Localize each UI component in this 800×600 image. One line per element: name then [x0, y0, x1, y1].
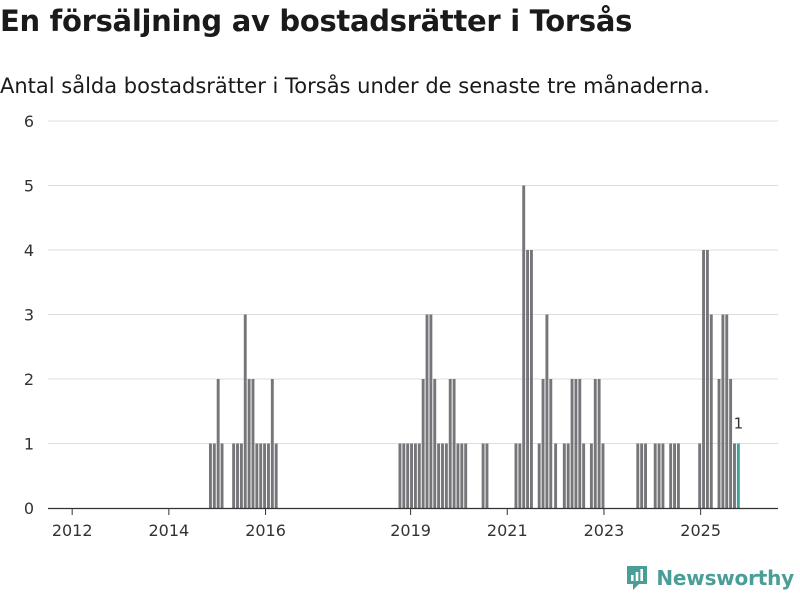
bar	[267, 443, 270, 508]
bar	[263, 443, 267, 508]
bar	[444, 443, 448, 508]
bar	[216, 379, 220, 508]
bar	[518, 443, 522, 508]
x-tick-label: 2021	[487, 521, 528, 540]
bar	[239, 443, 243, 508]
bar	[448, 379, 452, 508]
bar	[274, 443, 278, 508]
chart-title: En försäljning av bostadsrätter i Torsås	[0, 4, 633, 38]
bar	[485, 443, 489, 508]
bar	[570, 379, 574, 508]
bar	[220, 443, 224, 508]
y-tick-label: 3	[24, 306, 34, 325]
bar	[522, 185, 526, 508]
bar	[456, 443, 460, 508]
bar	[601, 443, 605, 508]
bar	[452, 379, 456, 508]
bar	[582, 443, 586, 508]
highlight-data-label: 1	[734, 415, 744, 433]
bar	[725, 314, 729, 508]
newsworthy-brand: Newsworthy	[625, 564, 794, 592]
bar	[676, 443, 680, 508]
bar	[566, 443, 570, 508]
bar	[425, 314, 429, 508]
bar	[574, 379, 578, 508]
bar	[562, 443, 566, 508]
x-tick-label: 2019	[390, 521, 431, 540]
bar	[402, 443, 406, 508]
bar	[270, 379, 274, 508]
bar	[441, 443, 444, 508]
bar	[661, 443, 665, 508]
bar	[578, 379, 582, 508]
x-tick-label: 2014	[149, 521, 190, 540]
bar	[717, 379, 721, 508]
y-tick-label: 2	[24, 370, 34, 389]
brand-name: Newsworthy	[656, 566, 794, 590]
y-tick-label: 1	[24, 435, 34, 454]
bar	[236, 443, 239, 508]
bar	[406, 443, 410, 508]
newsworthy-logo-icon	[627, 566, 648, 590]
bar	[549, 379, 553, 508]
bar	[636, 443, 640, 508]
bar	[653, 443, 657, 508]
bar	[208, 443, 212, 508]
bar	[460, 443, 464, 508]
bar	[481, 443, 485, 508]
bar	[529, 250, 533, 508]
bar	[709, 314, 713, 508]
chart-subtitle: Antal sålda bostadsrätter i Torsås under…	[0, 74, 710, 98]
bar	[255, 443, 259, 508]
bar	[464, 443, 468, 508]
bar	[433, 379, 437, 508]
bar	[541, 379, 545, 508]
bar	[437, 443, 441, 508]
y-tick-label: 4	[24, 241, 34, 260]
bar	[554, 443, 558, 508]
x-tick-label: 2025	[680, 521, 721, 540]
bar	[640, 443, 644, 508]
bar	[705, 250, 709, 508]
bar	[526, 250, 530, 508]
bar	[212, 443, 216, 508]
bar	[243, 314, 247, 508]
bar	[545, 314, 549, 508]
x-tick-label: 2023	[584, 521, 625, 540]
bar	[733, 443, 736, 508]
y-tick-label: 5	[24, 177, 34, 196]
bar	[673, 443, 676, 508]
bar	[421, 379, 425, 508]
bar	[537, 443, 541, 508]
y-tick-label: 6	[24, 112, 34, 131]
bar	[514, 443, 518, 508]
bar	[702, 250, 705, 508]
bar	[247, 379, 251, 508]
bar	[398, 443, 402, 508]
bar	[729, 379, 733, 508]
bar	[698, 443, 702, 508]
bar	[417, 443, 421, 508]
y-tick-label: 0	[24, 499, 34, 518]
bar	[259, 443, 263, 508]
x-tick-label: 2012	[52, 521, 93, 540]
bar	[429, 314, 433, 508]
bar	[669, 443, 673, 508]
bar	[657, 443, 661, 508]
bar	[413, 443, 417, 508]
bar	[593, 379, 597, 508]
bar	[251, 379, 255, 508]
bar	[721, 314, 725, 508]
bar	[410, 443, 413, 508]
bar	[232, 443, 236, 508]
highlight-bar	[736, 443, 740, 508]
x-tick-label: 2016	[245, 521, 286, 540]
bar	[589, 443, 593, 508]
bar	[644, 443, 647, 508]
bar	[597, 379, 601, 508]
